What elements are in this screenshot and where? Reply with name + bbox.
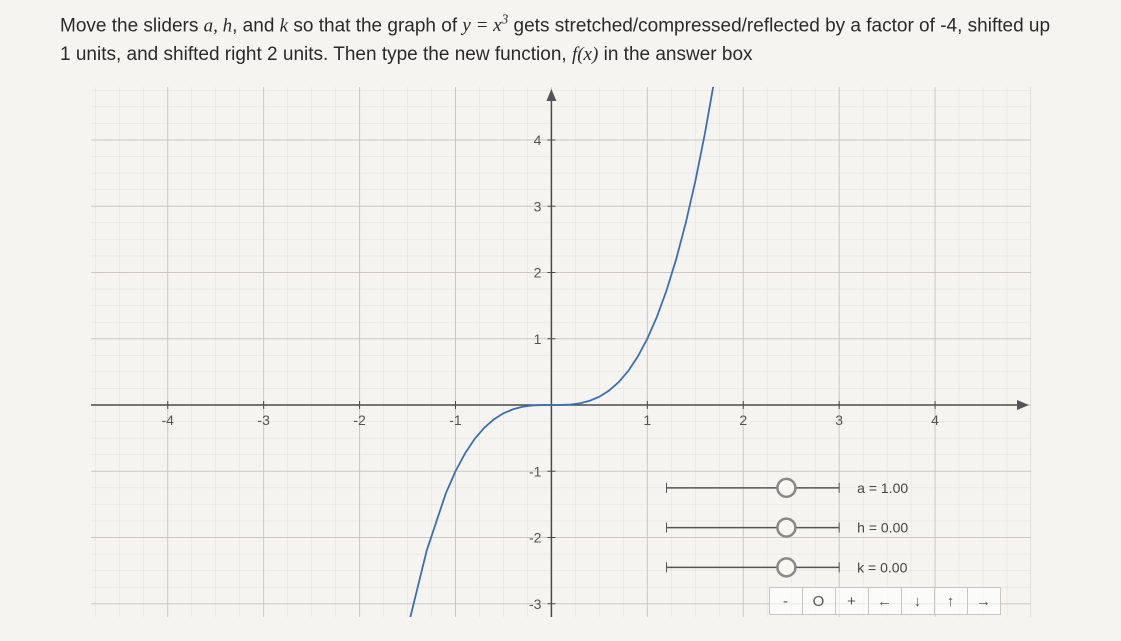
slider-h[interactable]: h = 0.00	[666, 519, 908, 537]
coordinate-plane[interactable]: -4 -3 -2 -1 1 2 3 4 -3 -2 -1 1 2 3 4 a = 1.00 h = 0.00 k …	[91, 87, 1031, 617]
right-value: 2	[267, 44, 278, 65]
slider-value-label: k = 0.00	[857, 560, 907, 576]
text: in the answer box	[598, 44, 752, 65]
y-tick-label: 3	[533, 199, 541, 215]
y-tick-label: -2	[528, 530, 541, 546]
graph-toolbar: -O+←↓↑→	[769, 587, 1001, 615]
graph-area: -4 -3 -2 -1 1 2 3 4 -3 -2 -1 1 2 3 4 a = 1.00 h = 0.00 k …	[91, 87, 1031, 617]
slider-value-label: a = 1.00	[857, 480, 908, 496]
math-fx: f(x)	[572, 44, 598, 65]
text: units. Then type the new function,	[278, 44, 572, 65]
text: units, and shifted right	[71, 44, 267, 65]
slider-a[interactable]: a = 1.00	[666, 479, 908, 497]
math-k: k	[280, 15, 288, 36]
zoom-in-button[interactable]: +	[835, 587, 869, 615]
slider-thumb[interactable]	[777, 519, 795, 537]
x-tick-label: 1	[643, 412, 651, 428]
pan-left-button[interactable]: ←	[868, 587, 902, 615]
y-tick-label: 1	[533, 331, 541, 347]
y-tick-label: 4	[533, 132, 541, 148]
x-tick-label: 4	[931, 412, 939, 428]
x-tick-label: -1	[449, 412, 462, 428]
text: , and	[232, 15, 280, 36]
x-tick-label: -2	[353, 412, 366, 428]
pan-down-button[interactable]: ↓	[901, 587, 935, 615]
slider-value-label: h = 0.00	[857, 520, 908, 536]
x-axis-arrow-icon	[1017, 400, 1029, 410]
reset-view-button[interactable]: O	[802, 587, 836, 615]
x-tick-label: 2	[739, 412, 747, 428]
text: so that the graph of	[288, 15, 462, 36]
y-tick-label: 2	[533, 265, 541, 281]
math-vars: a, h	[204, 15, 233, 36]
pan-right-button[interactable]: →	[967, 587, 1001, 615]
zoom-out-button[interactable]: -	[769, 587, 803, 615]
text: , shifted up	[957, 15, 1050, 36]
factor-value: -4	[940, 15, 957, 36]
up-value: 1	[60, 44, 71, 65]
slider-k[interactable]: k = 0.00	[666, 559, 907, 577]
problem-statement: Move the sliders a, h, and k so that the…	[60, 10, 1061, 69]
x-tick-label: -3	[257, 412, 270, 428]
text: Move the sliders	[60, 15, 204, 36]
y-tick-label: -1	[528, 464, 541, 480]
math-eq: y = x3	[462, 15, 508, 36]
slider-thumb[interactable]	[777, 479, 795, 497]
x-tick-label: 3	[835, 412, 843, 428]
text: gets stretched/compressed/reflected by a…	[508, 15, 940, 36]
y-axis-arrow-icon	[546, 89, 556, 101]
x-tick-label: -4	[161, 412, 174, 428]
slider-thumb[interactable]	[777, 559, 795, 577]
pan-up-button[interactable]: ↑	[934, 587, 968, 615]
y-tick-label: -3	[528, 596, 541, 612]
